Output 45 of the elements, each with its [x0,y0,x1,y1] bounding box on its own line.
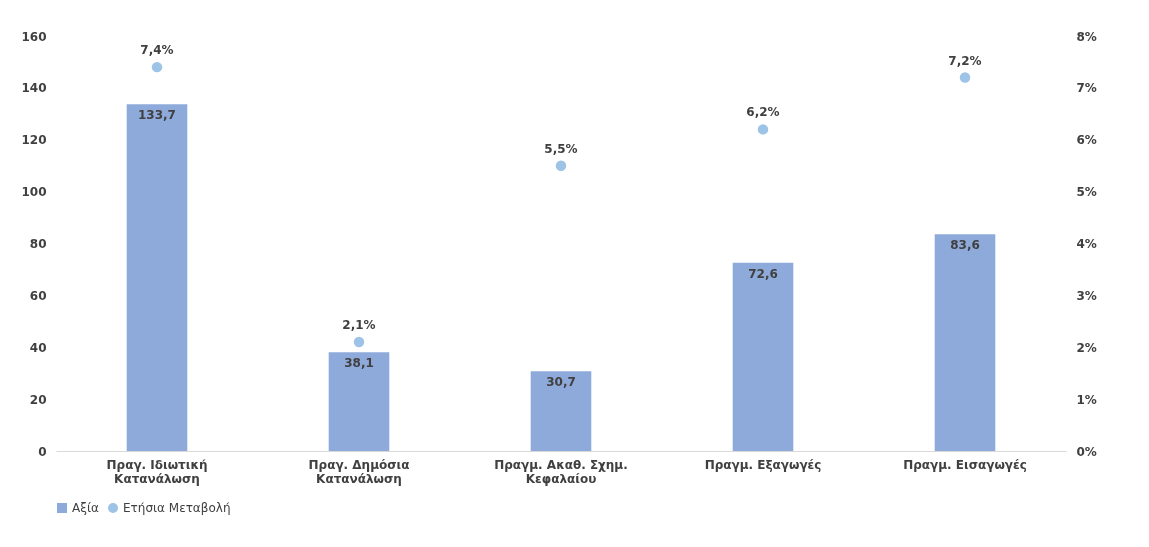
x-tick-label: Πραγ. Δημόσια Κατανάλωση [308,457,410,486]
bar [530,371,592,451]
data-label: 5,5% [544,141,578,156]
legend-label: Αξία [72,501,99,515]
x-tick-label: Πραγ. Ιδιωτική Κατανάλωση [106,457,208,486]
y-tick-label: 100 [21,185,47,200]
data-label: 38,1 [344,356,374,371]
data-label: 6,2% [746,105,780,120]
y-tick-label: 0 [38,444,47,459]
point [555,160,567,171]
y2-tick-label: 5% [1076,185,1097,200]
data-label: 7,4% [140,43,174,58]
data-label: 7,2% [948,53,982,68]
y2-tick-label: 3% [1076,288,1097,303]
y-tick-label: 120 [21,133,47,148]
y-tick-label: 160 [21,29,47,44]
point [959,72,971,83]
data-label: 83,6 [950,238,980,253]
data-label: 2,1% [342,318,376,333]
y2-tick-label: 7% [1076,81,1097,96]
y-tick-label: 20 [29,392,47,407]
bar [732,262,794,451]
y-tick-label: 140 [21,81,47,96]
data-label: 30,7 [546,375,576,390]
y-tick-label: 80 [29,237,47,251]
data-label: 133,7 [138,108,176,123]
bar [328,352,390,451]
point [353,336,365,348]
x-tick-label: Πραγμ. Εξαγωγές [704,457,822,472]
bar [126,104,188,451]
bar [934,234,996,451]
point [151,61,163,73]
y2-tick-label: 2% [1076,340,1097,355]
point [757,124,769,135]
x-tick-label: Πραγμ. Ακαθ. Σχημ. Κεφαλαίου [494,457,628,486]
y2-tick-label: 4% [1076,237,1097,251]
x-tick-label: Πραγμ. Εισαγωγές [903,457,1027,472]
y-tick-label: 40 [29,340,47,355]
y2-tick-label: 6% [1076,133,1097,148]
legend-label: Ετήσια Μεταβολή [123,501,231,515]
y2-tick-label: 8% [1076,29,1097,44]
y-tick-label: 60 [29,288,47,303]
data-label: 72,6 [748,266,778,281]
y2-tick-label: 0% [1076,444,1097,459]
y2-tick-label: 1% [1076,392,1097,407]
